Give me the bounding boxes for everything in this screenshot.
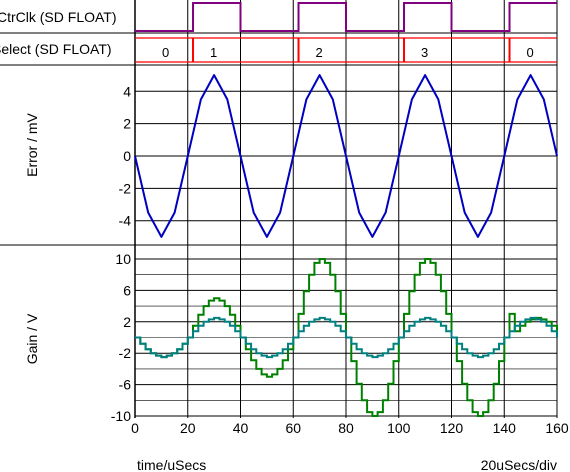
bus-value-label: 3 bbox=[421, 45, 428, 60]
gain-tick-label: -2 bbox=[119, 345, 132, 361]
gain-series-line bbox=[135, 316, 558, 359]
ctrclk-waveform bbox=[135, 2, 557, 32]
trace-label-ctrclk: CtrClk (SD FLOAT) bbox=[0, 9, 117, 25]
plot-grid bbox=[0, 0, 558, 418]
x-tick-label: 0 bbox=[131, 420, 139, 436]
gain-tick-label: 2 bbox=[123, 314, 131, 330]
trace-label-select: Select (SD FLOAT) bbox=[0, 41, 112, 57]
x-tick-label: 20 bbox=[180, 420, 196, 436]
ctrclk-trace bbox=[135, 2, 557, 32]
bus-value-label: 2 bbox=[316, 45, 323, 60]
error-plot: 4 2 0 -2 -4 bbox=[119, 74, 558, 238]
error-tick-label: -2 bbox=[119, 180, 132, 196]
error-series-line bbox=[134, 74, 558, 238]
x-tick-label: 120 bbox=[440, 420, 464, 436]
gain-tick-label: 6 bbox=[123, 282, 131, 298]
x-tick-label: 160 bbox=[545, 420, 569, 436]
time-scale-label: 20uSecs/div bbox=[481, 457, 557, 472]
x-tick-label: 40 bbox=[233, 420, 249, 436]
x-tick-label: 100 bbox=[387, 420, 411, 436]
error-axis-title: Error / mV bbox=[24, 112, 40, 176]
gain-tick-label: 10 bbox=[115, 251, 131, 267]
error-tick-label: 0 bbox=[123, 148, 131, 164]
x-tick-label: 80 bbox=[338, 420, 354, 436]
gain-plot: 10 6 2 -2 -6 -100 20 40 60 80 100 120 140 160 bbox=[111, 251, 569, 436]
bus-value-label: 1 bbox=[210, 45, 217, 60]
error-tick-label: -4 bbox=[119, 213, 132, 229]
error-tick-label: 4 bbox=[123, 83, 131, 99]
x-tick-label: 60 bbox=[285, 420, 301, 436]
x-tick-label: 140 bbox=[493, 420, 517, 436]
bus-value-label: 0 bbox=[162, 45, 169, 60]
x-axis-label: time/uSecs bbox=[137, 457, 206, 472]
gain-tick-label: -10 bbox=[111, 408, 131, 424]
error-tick-label: 2 bbox=[123, 116, 131, 132]
bus-value-label: 0 bbox=[527, 45, 534, 60]
gain-tick-label: -6 bbox=[119, 377, 132, 393]
select-bus-trace: 0 1 2 3 0 bbox=[135, 37, 557, 63]
gain-axis-title: Gain / V bbox=[24, 313, 40, 364]
